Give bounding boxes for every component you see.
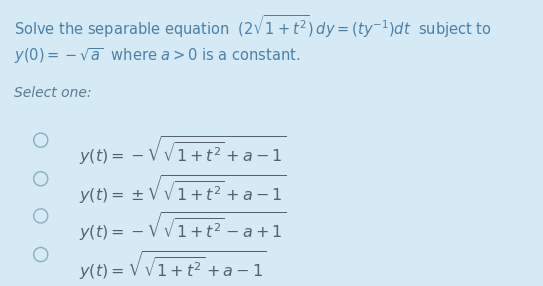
Text: Select one:: Select one: <box>14 86 91 100</box>
Text: $y(0) = -\sqrt{a}$  where $a > 0$ is a constant.: $y(0) = -\sqrt{a}$ where $a > 0$ is a co… <box>14 46 300 65</box>
Text: $y(t) = -\sqrt{\sqrt{1+t^2}-a+1}$: $y(t) = -\sqrt{\sqrt{1+t^2}-a+1}$ <box>79 210 286 243</box>
Text: $y(t) = \sqrt{\sqrt{1+t^2}+a-1}$: $y(t) = \sqrt{\sqrt{1+t^2}+a-1}$ <box>79 249 266 282</box>
Text: Solve the separable equation  $(2\sqrt{1+t^2})\,dy = (ty^{-1})dt$  subject to: Solve the separable equation $(2\sqrt{1+… <box>14 13 491 40</box>
Text: $y(t) = -\sqrt{\sqrt{1+t^2}+a-1}$: $y(t) = -\sqrt{\sqrt{1+t^2}+a-1}$ <box>79 134 286 167</box>
Text: $y(t) = \pm\sqrt{\sqrt{1+t^2}+a-1}$: $y(t) = \pm\sqrt{\sqrt{1+t^2}+a-1}$ <box>79 173 286 206</box>
